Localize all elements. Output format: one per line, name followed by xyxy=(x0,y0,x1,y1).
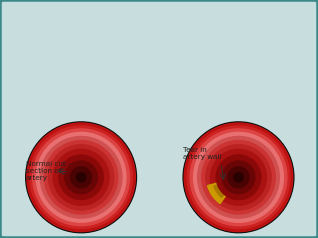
Circle shape xyxy=(76,173,86,182)
Circle shape xyxy=(27,124,135,231)
Circle shape xyxy=(44,141,118,214)
Circle shape xyxy=(65,161,97,194)
Text: Normal cut -
section of
artery: Normal cut - section of artery xyxy=(26,161,71,182)
Circle shape xyxy=(228,167,249,188)
Wedge shape xyxy=(208,177,238,203)
Wedge shape xyxy=(214,177,238,197)
Circle shape xyxy=(234,173,243,182)
Circle shape xyxy=(183,122,294,233)
Circle shape xyxy=(48,145,114,210)
Circle shape xyxy=(190,129,287,226)
Circle shape xyxy=(234,173,243,182)
Circle shape xyxy=(187,126,290,229)
Circle shape xyxy=(40,137,122,218)
Circle shape xyxy=(206,145,271,210)
Text: Tear in
artery wall: Tear in artery wall xyxy=(183,148,222,160)
Circle shape xyxy=(53,149,109,205)
Circle shape xyxy=(36,132,126,222)
Circle shape xyxy=(71,167,92,188)
Circle shape xyxy=(185,124,292,231)
Circle shape xyxy=(216,155,261,199)
Circle shape xyxy=(202,141,275,214)
Circle shape xyxy=(194,132,283,222)
Circle shape xyxy=(59,155,103,199)
Circle shape xyxy=(222,161,255,194)
Circle shape xyxy=(228,167,249,188)
Circle shape xyxy=(211,149,266,205)
Circle shape xyxy=(198,137,279,218)
Circle shape xyxy=(27,123,135,232)
Circle shape xyxy=(30,126,132,229)
Circle shape xyxy=(33,129,129,226)
Circle shape xyxy=(216,155,261,199)
Circle shape xyxy=(222,161,255,194)
Circle shape xyxy=(26,122,136,233)
Circle shape xyxy=(184,123,293,232)
